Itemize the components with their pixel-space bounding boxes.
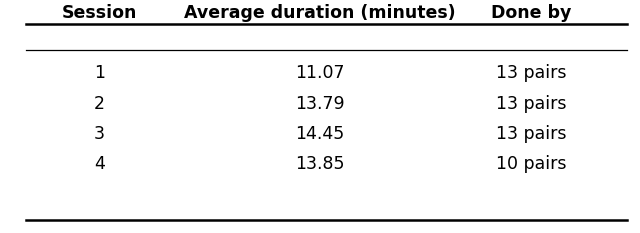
Text: Session: Session	[61, 4, 137, 22]
Text: 13 pairs: 13 pairs	[496, 64, 566, 82]
Text: 10 pairs: 10 pairs	[496, 155, 566, 173]
Text: 13.79: 13.79	[295, 95, 345, 113]
Text: 13 pairs: 13 pairs	[496, 95, 566, 113]
Text: Done by: Done by	[491, 4, 572, 22]
Text: 2: 2	[93, 95, 105, 113]
Text: 1: 1	[93, 64, 105, 82]
Text: 13 pairs: 13 pairs	[496, 125, 566, 143]
Text: 14.45: 14.45	[296, 125, 344, 143]
Text: 11.07: 11.07	[295, 64, 345, 82]
Text: 4: 4	[94, 155, 104, 173]
Text: 13.85: 13.85	[295, 155, 345, 173]
Text: Average duration (minutes): Average duration (minutes)	[184, 4, 456, 22]
Text: 3: 3	[93, 125, 105, 143]
